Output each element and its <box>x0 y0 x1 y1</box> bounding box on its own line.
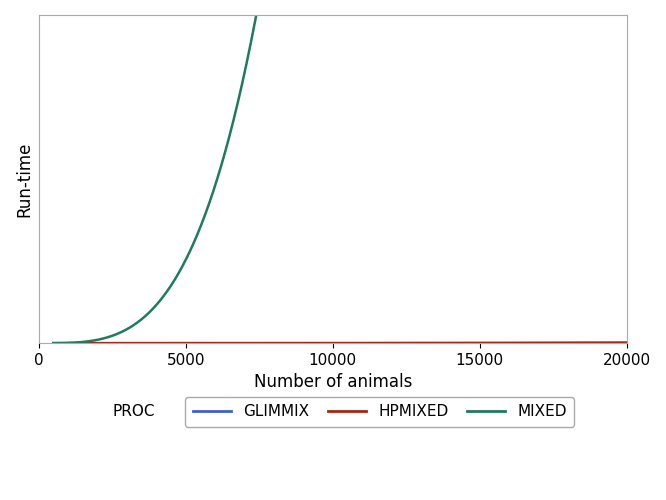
Y-axis label: Run-time: Run-time <box>15 142 33 217</box>
Legend: GLIMMIX, HPMIXED, MIXED: GLIMMIX, HPMIXED, MIXED <box>185 397 574 427</box>
X-axis label: Number of animals: Number of animals <box>254 374 412 392</box>
Text: PROC: PROC <box>113 404 155 419</box>
